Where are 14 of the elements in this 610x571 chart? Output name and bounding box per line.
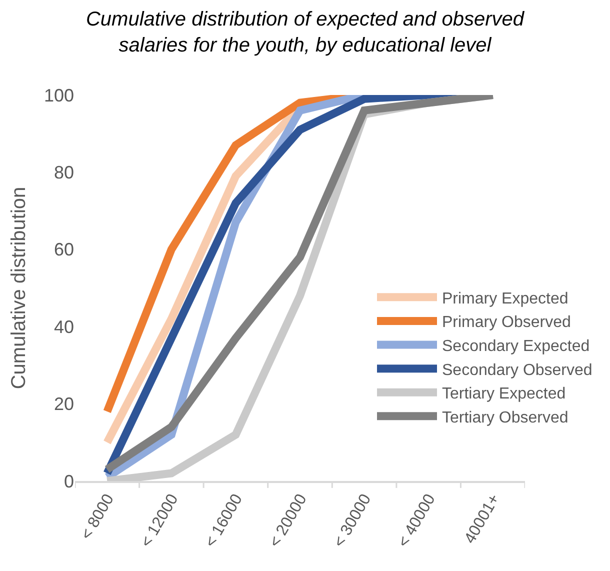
y-tick-label: 80 — [54, 162, 74, 182]
y-tick-label: 20 — [54, 394, 74, 414]
legend-label: Secondary Observed — [442, 362, 592, 379]
y-tick-label: 40 — [54, 316, 74, 337]
legend-label: Tertiary Observed — [442, 409, 568, 426]
y-tick-label: 0 — [64, 471, 74, 492]
y-axis-title: Cumulative distribution — [8, 186, 30, 390]
legend-label: Tertiary Expected — [442, 386, 566, 403]
legend-label: Primary Expected — [442, 290, 568, 308]
y-tick-label: 60 — [54, 240, 74, 260]
chart-title: Cumulative distribution of expected and observed salaries for the youth, by educational level — [86, 8, 525, 57]
legend-label: Secondary Expected — [442, 338, 590, 356]
y-tick-label: 100 — [44, 85, 74, 106]
legend-label: Primary Observed — [442, 314, 571, 332]
